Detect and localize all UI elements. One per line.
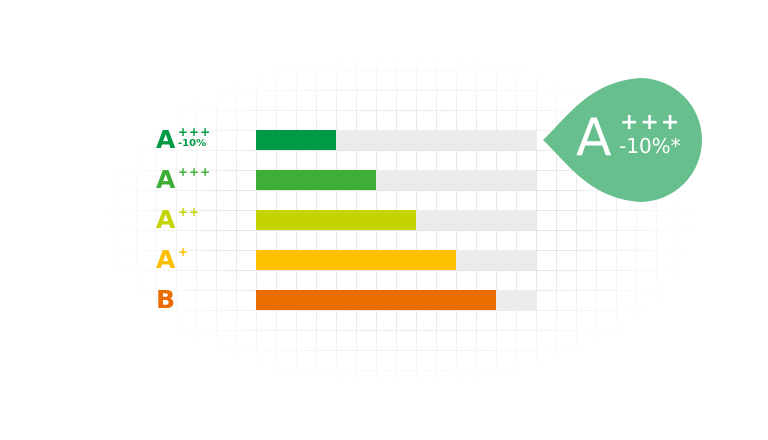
badge-sub: -10%*: [619, 134, 681, 158]
bar-track: [256, 250, 536, 270]
bar-track: [256, 170, 536, 190]
class-letter: A: [156, 205, 176, 234]
bar-track: [256, 130, 536, 150]
class-letter: A: [156, 165, 176, 194]
class-sub: -10%: [178, 138, 207, 149]
class-plus: +++: [178, 165, 212, 179]
bar-track: [256, 290, 536, 310]
badge-letter: A: [576, 108, 612, 168]
class-letter: B: [156, 285, 176, 314]
class-letter: A: [156, 245, 176, 274]
rating-drop-badge: [543, 78, 702, 202]
bar-fill: [256, 130, 336, 150]
bar-fill: [256, 170, 376, 190]
energy-row-a3: A +++: [156, 166, 536, 194]
energy-row-a3-10: A +++ -10%: [156, 126, 536, 154]
bar-fill: [256, 210, 416, 230]
class-plus: ++: [178, 205, 201, 219]
class-letter: A: [156, 125, 176, 154]
bar-track: [256, 210, 536, 230]
energy-row-a2: A ++: [156, 206, 536, 234]
bar-fill: [256, 290, 496, 310]
class-plus: +++: [178, 125, 212, 139]
drop-shape: [543, 78, 702, 202]
energy-row-a1: A +: [156, 246, 536, 274]
class-plus: +: [178, 245, 190, 259]
bar-fill: [256, 250, 456, 270]
energy-row-b: B: [156, 286, 536, 314]
badge-plus: +++: [620, 110, 682, 135]
